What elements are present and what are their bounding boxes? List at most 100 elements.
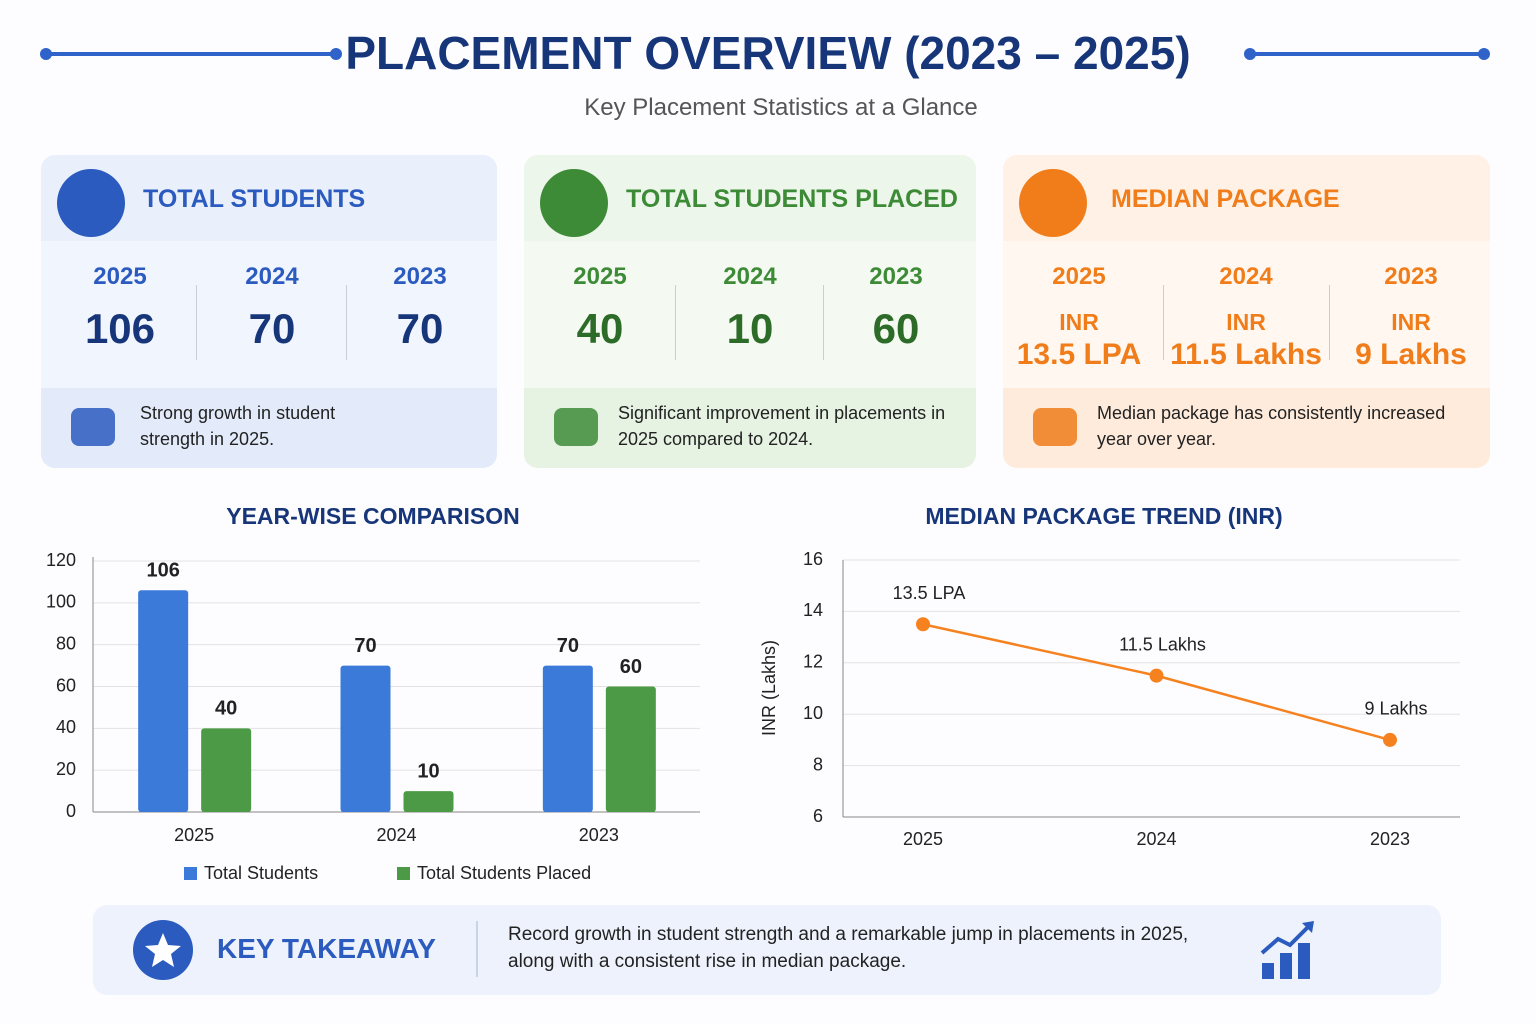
card-value: 106 bbox=[84, 305, 156, 352]
page-subtitle: Key Placement Statistics at a Glance bbox=[584, 94, 978, 121]
y-tick-label: 80 bbox=[56, 633, 76, 653]
divider bbox=[1328, 285, 1330, 360]
data-label: 11.5 Lakhs bbox=[1119, 634, 1206, 654]
legend-label: Total Students Placed bbox=[417, 863, 591, 883]
charts: YEAR-WISE COMPARISON 0 20 40 60 80 100 120 2025 1… bbox=[46, 503, 1460, 883]
legend-swatch bbox=[397, 867, 410, 880]
y-axis-label: INR (Lakhs) bbox=[759, 640, 779, 736]
point bbox=[1149, 668, 1164, 683]
bar bbox=[605, 686, 656, 812]
card-value: 13.5 LPA bbox=[1016, 338, 1142, 371]
card-value: 70 bbox=[248, 305, 296, 352]
chart-title: MEDIAN PACKAGE TREND (INR) bbox=[925, 503, 1282, 529]
x-tick-label: 2025 bbox=[903, 829, 943, 849]
card-unit: INR bbox=[1226, 309, 1266, 335]
card-note: Median package has consistently increase… bbox=[1097, 403, 1446, 449]
divider bbox=[196, 285, 197, 360]
page-title: PLACEMENT OVERVIEW (2023 – 2025) bbox=[345, 27, 1191, 79]
card-year: 2024 bbox=[245, 263, 299, 290]
growth-icon bbox=[1260, 921, 1314, 979]
card-year: 2024 bbox=[723, 263, 777, 290]
card-value: 10 bbox=[726, 305, 774, 352]
y-tick-label: 12 bbox=[803, 652, 823, 672]
card-year: 2024 bbox=[1219, 263, 1273, 290]
point bbox=[916, 617, 930, 632]
y-tick-label: 0 bbox=[66, 801, 76, 821]
card-unit: INR bbox=[1059, 309, 1099, 335]
divider bbox=[823, 285, 824, 360]
data-label: 60 bbox=[620, 656, 642, 678]
takeaway-text: Record growth in student strength and a … bbox=[508, 924, 1189, 972]
data-label: 9 Lakhs bbox=[1364, 699, 1427, 719]
card-note: Significant improvement in placements in… bbox=[618, 403, 946, 449]
y-tick-label: 20 bbox=[56, 759, 76, 779]
card-value: 11.5 Lakhs bbox=[1170, 338, 1322, 371]
data-label: 10 bbox=[417, 760, 439, 782]
card-footer bbox=[1003, 388, 1490, 468]
card-title: TOTAL STUDENTS PLACED bbox=[626, 185, 958, 213]
card-year: 2025 bbox=[573, 263, 627, 290]
card-unit: INR bbox=[1391, 309, 1431, 335]
legend-swatch bbox=[184, 867, 197, 880]
takeaway-box: KEY TAKEAWAY Record growth in student st… bbox=[93, 905, 1441, 995]
x-tick-label: 2025 bbox=[174, 825, 214, 845]
y-tick-label: 6 bbox=[813, 806, 823, 826]
point bbox=[1383, 732, 1397, 747]
bar bbox=[542, 665, 593, 812]
x-tick-label: 2024 bbox=[376, 825, 416, 845]
data-label: 70 bbox=[354, 635, 376, 657]
y-tick-label: 16 bbox=[803, 549, 823, 569]
bar bbox=[201, 728, 252, 812]
bar bbox=[403, 791, 454, 812]
x-tick-label: 2023 bbox=[579, 825, 619, 845]
card-year: 2023 bbox=[1384, 263, 1438, 290]
card-icon bbox=[1019, 169, 1087, 237]
card-title: MEDIAN PACKAGE bbox=[1111, 185, 1340, 213]
stat-card: TOTAL STUDENTS PLACED 2025 40 2024 10 2023 60 S… bbox=[524, 155, 976, 468]
stat-card: MEDIAN PACKAGE 2025 INR 13.5 LPA 2024 INR 11.5… bbox=[1003, 155, 1490, 468]
card-year: 2025 bbox=[93, 263, 147, 290]
card-value: 9 Lakhs bbox=[1355, 338, 1467, 371]
y-tick-label: 8 bbox=[813, 754, 823, 774]
y-tick-label: 10 bbox=[803, 703, 823, 723]
divider bbox=[675, 285, 676, 360]
data-label: 70 bbox=[557, 635, 579, 657]
bar bbox=[138, 590, 189, 812]
divider bbox=[476, 921, 478, 977]
card-year: 2023 bbox=[393, 263, 447, 290]
takeaway-title: KEY TAKEAWAY bbox=[217, 933, 436, 964]
x-tick-label: 2024 bbox=[1136, 829, 1176, 849]
y-tick-label: 60 bbox=[56, 675, 76, 695]
card-footer bbox=[524, 388, 976, 468]
footer-icon bbox=[71, 408, 115, 446]
star-icon bbox=[133, 920, 193, 980]
chart-title: YEAR-WISE COMPARISON bbox=[226, 503, 519, 529]
data-label: 40 bbox=[215, 698, 237, 720]
card-icon bbox=[57, 169, 125, 237]
y-tick-label: 40 bbox=[56, 717, 76, 737]
card-year: 2025 bbox=[1052, 263, 1106, 290]
card-footer bbox=[41, 388, 497, 468]
card-icon bbox=[540, 169, 608, 237]
divider bbox=[346, 285, 347, 360]
stat-card: TOTAL STUDENTS 2025 106 2024 70 2023 70 Strong … bbox=[41, 155, 497, 468]
footer-icon bbox=[1033, 408, 1077, 446]
y-tick-label: 120 bbox=[46, 550, 76, 570]
card-title: TOTAL STUDENTS bbox=[143, 185, 366, 213]
card-value: 70 bbox=[396, 305, 444, 352]
card-value: 60 bbox=[872, 305, 920, 352]
legend-label: Total Students bbox=[204, 863, 318, 883]
data-label: 106 bbox=[146, 560, 179, 582]
x-tick-label: 2023 bbox=[1370, 829, 1410, 849]
divider bbox=[1162, 285, 1164, 360]
footer-icon bbox=[554, 408, 598, 446]
card-value: 40 bbox=[576, 305, 624, 352]
card-note: Strong growth in student strength in 202… bbox=[140, 403, 336, 449]
y-tick-label: 14 bbox=[803, 600, 823, 620]
y-tick-label: 100 bbox=[46, 592, 76, 612]
card-year: 2023 bbox=[869, 263, 923, 290]
bar bbox=[340, 665, 391, 812]
data-label: 13.5 LPA bbox=[893, 583, 966, 603]
